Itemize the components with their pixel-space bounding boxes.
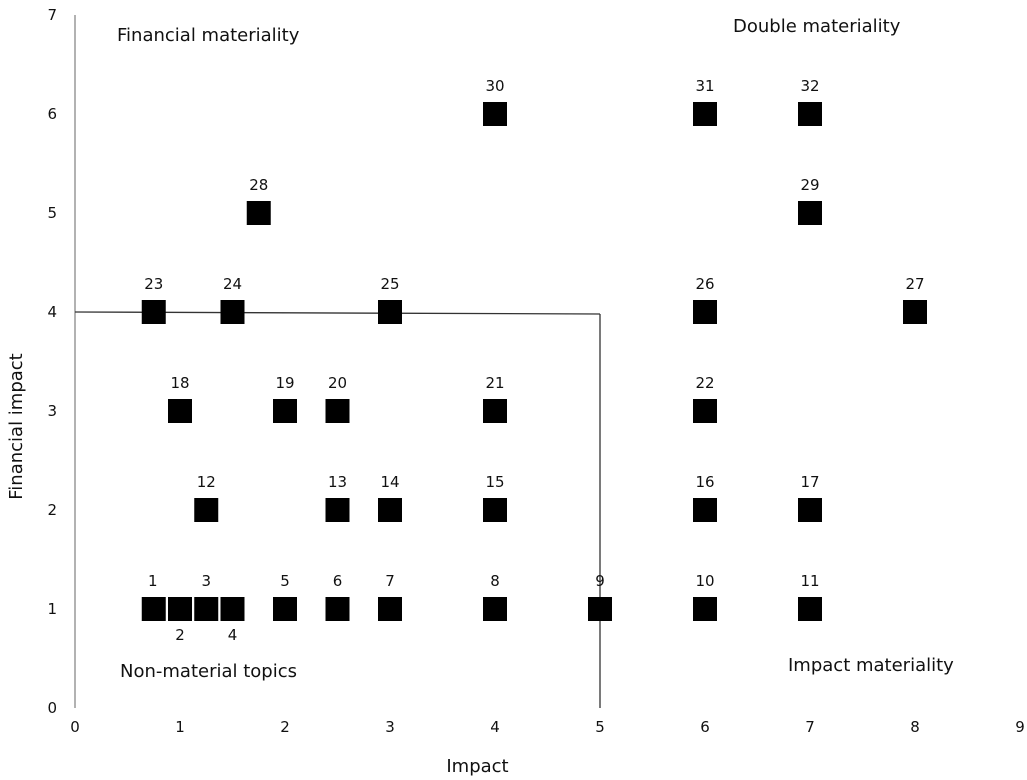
data-point-marker	[588, 597, 612, 621]
data-point-marker	[903, 300, 927, 324]
data-point-label: 17	[800, 473, 819, 491]
data-point-label: 16	[695, 473, 714, 491]
data-point-label: 24	[223, 275, 242, 293]
data-point-marker	[168, 597, 192, 621]
data-point-label: 20	[328, 374, 347, 392]
data-point-label: 11	[800, 572, 819, 590]
data-point-label: 15	[485, 473, 504, 491]
data-point-marker	[168, 399, 192, 423]
y-tick-label: 7	[47, 6, 57, 24]
data-point-marker	[220, 300, 245, 324]
data-point-marker	[693, 399, 717, 423]
data-point-marker	[483, 498, 507, 522]
y-tick-label: 6	[47, 105, 57, 123]
data-point-label: 28	[249, 176, 268, 194]
data-point-label: 32	[800, 77, 819, 95]
data-point-marker	[325, 597, 350, 621]
data-point-label: 22	[695, 374, 714, 392]
data-point-label: 31	[695, 77, 714, 95]
data-point-marker	[246, 201, 271, 225]
quadrant-label-double-materiality: Double materiality	[733, 16, 901, 37]
data-point-marker	[798, 498, 822, 522]
data-point-label: 13	[328, 473, 347, 491]
x-tick-label: 6	[700, 718, 710, 736]
data-point-marker	[693, 597, 717, 621]
quadrant-label-non-material-topics: Non-material topics	[120, 661, 297, 682]
data-point-marker	[693, 102, 717, 126]
data-point-marker	[798, 597, 822, 621]
quadrant-labels: Financial materiality Double materiality…	[117, 16, 954, 682]
y-tick-label: 2	[47, 501, 57, 519]
data-point-label: 1	[148, 572, 158, 590]
data-point-marker	[693, 498, 717, 522]
x-axis-title: Impact	[446, 756, 508, 777]
data-point-label: 25	[380, 275, 399, 293]
data-point-marker	[141, 300, 166, 324]
data-point-marker	[194, 498, 219, 522]
data-point-label: 5	[280, 572, 290, 590]
data-point-label: 10	[695, 572, 714, 590]
data-point-marker	[483, 102, 507, 126]
data-point-label: 6	[333, 572, 343, 590]
x-tick-label: 5	[595, 718, 605, 736]
data-point-marker	[194, 597, 219, 621]
data-point-label: 9	[595, 572, 605, 590]
y-tick-label: 5	[47, 204, 57, 222]
data-point-label: 4	[228, 626, 238, 644]
x-tick-label: 7	[805, 718, 815, 736]
x-tick-label: 2	[280, 718, 290, 736]
x-tick-label: 1	[175, 718, 185, 736]
data-point-label: 7	[385, 572, 395, 590]
data-point-label: 23	[144, 275, 163, 293]
data-point-marker	[378, 597, 402, 621]
y-tick-label: 3	[47, 402, 57, 420]
y-tick-label: 1	[47, 600, 57, 618]
data-point-marker	[798, 102, 822, 126]
data-point-label: 19	[275, 374, 294, 392]
data-point-marker	[693, 300, 717, 324]
data-point-marker	[273, 399, 297, 423]
data-point-label: 30	[485, 77, 504, 95]
data-point-label: 26	[695, 275, 714, 293]
y-tick-label: 4	[47, 303, 57, 321]
x-tick-label: 0	[70, 718, 80, 736]
data-point-marker	[325, 498, 350, 522]
data-point-label: 29	[800, 176, 819, 194]
x-tick-label: 4	[490, 718, 500, 736]
data-point-label: 27	[905, 275, 924, 293]
data-point-marker	[483, 399, 507, 423]
x-tick-label: 9	[1015, 718, 1025, 736]
quadrant-label-financial-materiality: Financial materiality	[117, 25, 300, 46]
data-point-label: 12	[197, 473, 216, 491]
data-point-label: 18	[170, 374, 189, 392]
data-point-marker	[220, 597, 245, 621]
quadrant-label-impact-materiality: Impact materiality	[788, 655, 954, 676]
data-point-label: 3	[201, 572, 211, 590]
data-point-marker	[325, 399, 350, 423]
x-tick-label: 8	[910, 718, 920, 736]
data-point-label: 14	[380, 473, 399, 491]
data-point-marker	[378, 300, 402, 324]
y-tick-label: 0	[47, 699, 57, 717]
data-point-label: 8	[490, 572, 500, 590]
data-point-label: 21	[485, 374, 504, 392]
data-point-marker	[798, 201, 822, 225]
x-tick-label: 3	[385, 718, 395, 736]
data-point-label: 2	[175, 626, 185, 644]
y-axis-title: Financial impact	[6, 353, 27, 500]
data-point-marker	[141, 597, 166, 621]
data-point-marker	[483, 597, 507, 621]
data-point-marker	[378, 498, 402, 522]
data-point-marker	[273, 597, 297, 621]
